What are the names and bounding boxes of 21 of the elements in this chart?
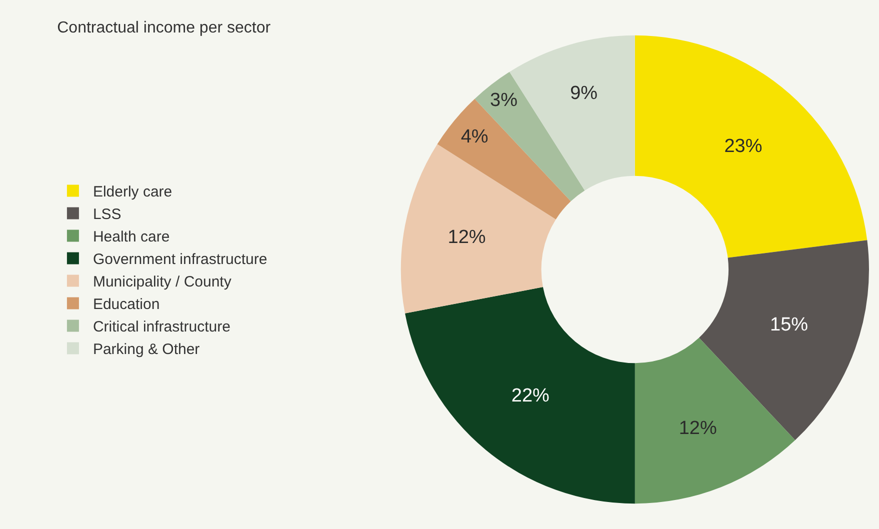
legend-label: Government infrastructure xyxy=(92,251,268,268)
data-label: 12% xyxy=(448,226,486,248)
legend-label: Education xyxy=(92,296,160,314)
legend-label: LSS xyxy=(92,206,122,224)
legend-label: Municipality / County xyxy=(92,274,232,291)
data-label: 12% xyxy=(678,418,717,440)
data-label: 22% xyxy=(511,385,550,406)
donut-slice xyxy=(401,144,556,314)
data-label: 4% xyxy=(460,126,488,148)
donut-slice xyxy=(634,35,868,258)
legend-label: Health care xyxy=(92,228,170,246)
data-label: 23% xyxy=(724,136,762,158)
data-label: 3% xyxy=(490,90,518,111)
donut-slice xyxy=(404,287,635,504)
data-label: 9% xyxy=(570,83,598,104)
data-label: 15% xyxy=(770,314,808,336)
donut-slice xyxy=(634,338,796,504)
legend-label: Critical infrastructure xyxy=(92,318,230,336)
legend-label: Parking & Other xyxy=(92,341,200,358)
legend-label: Elderly care xyxy=(92,184,172,201)
chart-title: Contractual income per sector xyxy=(57,19,272,36)
